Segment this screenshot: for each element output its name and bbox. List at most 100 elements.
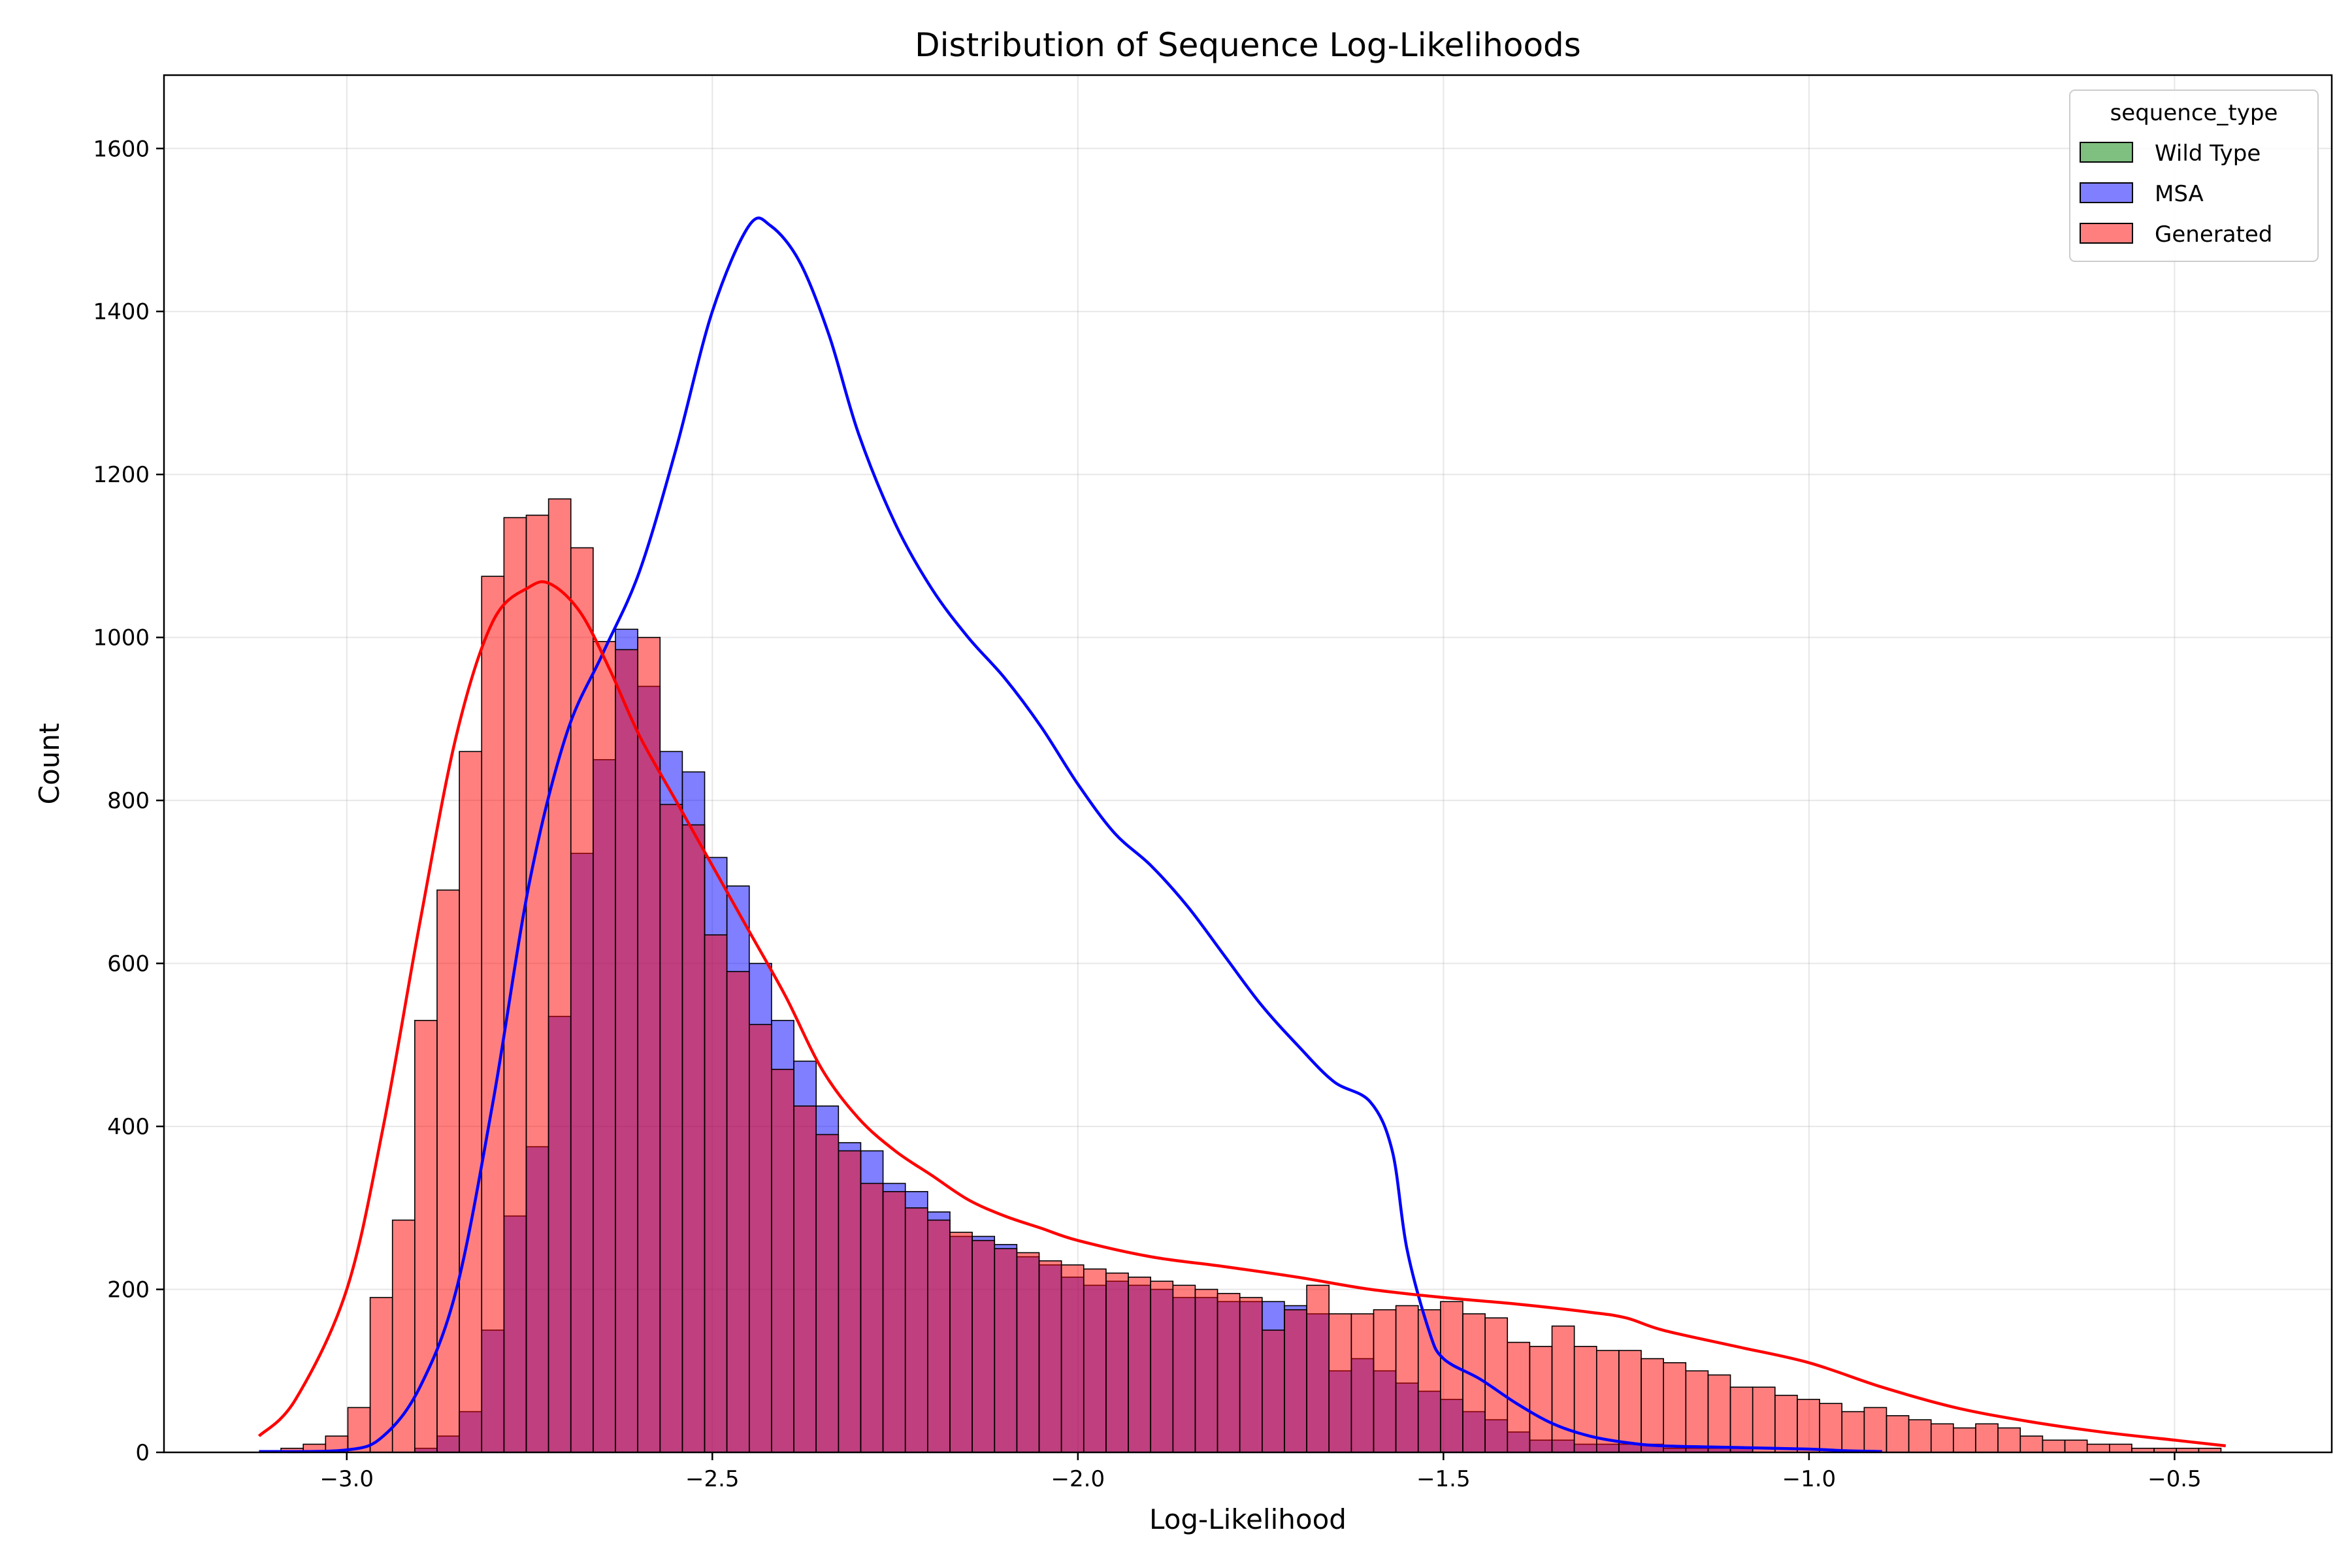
histogram-bar (1752, 1386, 1776, 1453)
histogram-bar (882, 1191, 906, 1453)
histogram-bar (459, 751, 483, 1453)
x-tick-label: −0.5 (2148, 1466, 2202, 1492)
histogram-bar (2064, 1439, 2088, 1453)
histogram-bar (1306, 1284, 1330, 1453)
histogram-bar (436, 889, 460, 1453)
x-tick-label: −2.5 (685, 1466, 740, 1492)
histogram-bar (1930, 1423, 1954, 1453)
y-tick-label: 1600 (93, 136, 150, 162)
histogram-bar (2109, 1443, 2132, 1453)
histogram-bar (1060, 1264, 1085, 1453)
histogram-bar (414, 1020, 438, 1453)
histogram-bar (1194, 1288, 1218, 1453)
legend-swatch-wild-type (2080, 142, 2133, 163)
y-tick-label: 1000 (93, 625, 150, 651)
y-tick-label: 600 (107, 951, 150, 977)
kde-curves (257, 216, 2226, 1454)
histogram-bar (547, 498, 572, 1453)
histogram-bar (1395, 1305, 1419, 1453)
histogram-bar (659, 804, 683, 1453)
histogram-bar (2042, 1439, 2066, 1453)
histogram-bar (681, 824, 706, 1453)
histogram-bar (481, 576, 505, 1453)
histogram-bar (1841, 1411, 1865, 1453)
legend-label-wild-type: Wild Type (2155, 140, 2261, 167)
histogram-bar (1016, 1252, 1040, 1453)
histogram-bar (1262, 1330, 1285, 1453)
histogram-bar (570, 547, 594, 1453)
histogram-bar (1507, 1341, 1531, 1453)
histogram-bar (1551, 1325, 1575, 1453)
histogram-bar (927, 1219, 951, 1453)
legend-box (2069, 90, 2319, 262)
histogram-bars (280, 498, 2222, 1453)
kde-line-generated (257, 580, 2226, 1448)
histogram-bar (1797, 1399, 1820, 1453)
histogram-bar (1172, 1284, 1196, 1453)
legend-label-generated: Generated (2155, 221, 2272, 248)
histogram-bar (726, 971, 750, 1453)
histogram-bar (1284, 1309, 1307, 1453)
histogram-bar (904, 1207, 928, 1453)
histogram-bar (972, 1239, 996, 1453)
y-tick-label: 400 (107, 1114, 150, 1140)
histogram-bar (1440, 1301, 1463, 1453)
bars-generated (280, 498, 2222, 1453)
y-axis-label: Count (33, 723, 65, 805)
chart-title: Distribution of Sequence Log-Likelihoods (915, 26, 1581, 64)
histogram-bar (391, 1219, 416, 1453)
legend-swatch-msa (2080, 182, 2133, 203)
legend-swatch-generated (2080, 223, 2133, 244)
histogram-bar (793, 1105, 817, 1453)
histogram-bar (1595, 1350, 1620, 1453)
histogram-bar (1886, 1415, 1910, 1453)
x-tick-label: −1.5 (1416, 1466, 1471, 1492)
histogram-bar (1373, 1309, 1397, 1453)
histogram-bar (1150, 1281, 1174, 1453)
histogram-bar (1239, 1297, 1263, 1453)
histogram-bar (949, 1232, 973, 1453)
histogram-bar (525, 514, 549, 1453)
histogram-bar (1105, 1272, 1129, 1453)
y-tick-label: 1200 (93, 462, 150, 488)
histogram-bar (1707, 1374, 1731, 1453)
histogram-bar (1328, 1313, 1352, 1453)
histogram-bar (838, 1150, 862, 1453)
histogram-bar (815, 1134, 840, 1453)
legend: sequence_type Wild Type MSA Generated (2069, 90, 2319, 262)
histogram-bar (1863, 1407, 1887, 1453)
histogram-bar (1618, 1350, 1642, 1453)
x-tick-label: −1.0 (1782, 1466, 1837, 1492)
histogram-bar (1975, 1423, 1999, 1453)
histogram-bar (771, 1068, 794, 1453)
histogram-bar (1908, 1419, 1932, 1453)
histogram-bar (749, 1024, 772, 1453)
histogram-bar (1997, 1427, 2021, 1453)
histogram-bar (615, 649, 638, 1453)
histogram-bar (1350, 1313, 1375, 1453)
histogram-bar (1083, 1268, 1107, 1453)
histogram-bar (593, 641, 616, 1453)
histogram-bar (2086, 1443, 2110, 1453)
histogram-bar (1774, 1394, 1798, 1453)
y-tick-label: 0 (135, 1440, 150, 1466)
histogram-bar (1685, 1370, 1709, 1453)
legend-label-msa: MSA (2155, 181, 2204, 207)
histogram-bar (1729, 1386, 1754, 1453)
histogram-bar (1641, 1358, 1664, 1453)
legend-title: sequence_type (2110, 100, 2278, 126)
histogram-bar (860, 1183, 884, 1453)
plot-area-frame (163, 74, 2333, 1454)
kde-line-msa (259, 216, 1882, 1454)
histogram-bar (1953, 1427, 1976, 1453)
histogram-bar (704, 934, 728, 1453)
histogram-bar (637, 636, 661, 1453)
y-tick-label: 1400 (93, 299, 150, 325)
histogram-bar (1217, 1292, 1241, 1453)
histogram-bar (1529, 1346, 1553, 1453)
x-axis-ticks: −3.0 −2.5 −2.0 −1.5 −1.0 −0.5 (319, 1452, 2202, 1492)
y-tick-label: 800 (107, 788, 150, 814)
y-tick-label: 200 (107, 1277, 150, 1303)
x-tick-label: −2.0 (1051, 1466, 1105, 1492)
